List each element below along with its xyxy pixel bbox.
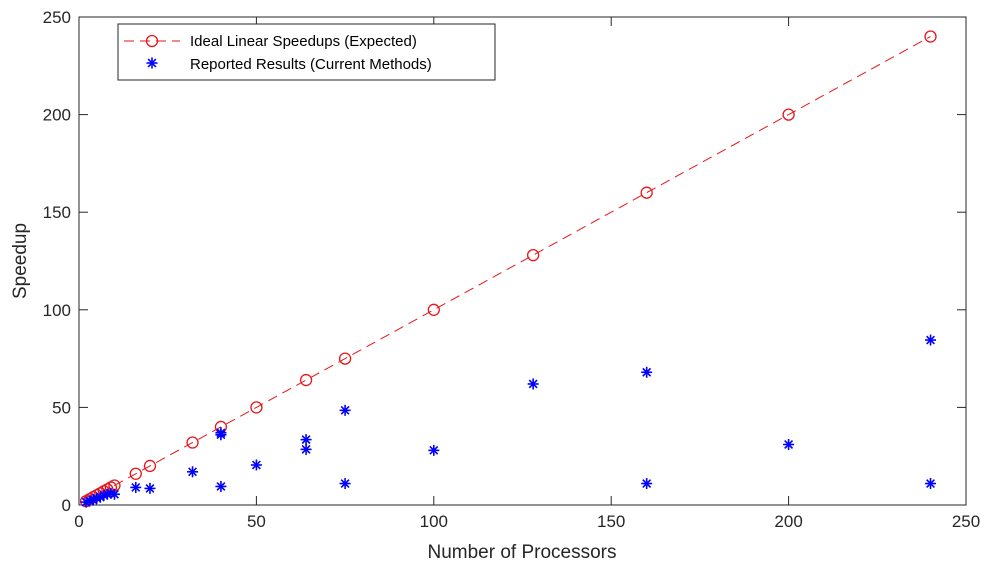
y-tick-label: 50 — [52, 398, 71, 417]
reported-point — [339, 404, 351, 416]
reported-point — [300, 434, 312, 446]
ideal-series-line — [85, 36, 931, 502]
reported-point — [250, 459, 262, 471]
reported-point — [339, 478, 351, 490]
reported-point — [130, 481, 142, 493]
ideal-point — [338, 352, 352, 365]
reported-point — [215, 427, 227, 439]
reported-point — [925, 478, 937, 490]
reported-point — [215, 480, 227, 492]
x-tick-label: 0 — [74, 512, 83, 531]
legend-reported-marker — [146, 57, 158, 69]
ideal-point — [526, 248, 540, 262]
ideal-point — [924, 30, 937, 43]
legend: Ideal Linear Speedups (Expected) Reporte… — [117, 23, 496, 81]
reported-point — [300, 443, 312, 455]
legend-reported-star — [146, 57, 158, 69]
reported-point — [187, 466, 199, 478]
y-tick-label: 0 — [62, 496, 71, 515]
ideal-point — [782, 108, 795, 121]
ideal-point — [427, 303, 440, 316]
ideal-point — [250, 401, 263, 414]
reported-point — [783, 438, 795, 450]
ideal-point — [129, 467, 142, 480]
reported-point — [428, 444, 440, 456]
x-axis-title: Number of Processors — [427, 542, 616, 563]
ideal-point — [640, 186, 653, 199]
ideal-point — [186, 436, 199, 449]
legend-box — [117, 23, 496, 81]
ideal-point — [143, 459, 157, 473]
x-tick-label: 200 — [774, 512, 802, 531]
x-tick-label: 50 — [247, 512, 266, 531]
x-tick-label: 100 — [420, 512, 448, 531]
legend-ideal-label: Ideal Linear Speedups (Expected) — [190, 33, 417, 50]
y-tick-label: 150 — [43, 203, 71, 222]
reported-point — [641, 366, 653, 378]
legend-reported-label: Reported Results (Current Methods) — [190, 56, 432, 73]
reported-point — [925, 334, 937, 346]
reported-point — [144, 482, 156, 494]
y-tick-label: 200 — [43, 106, 71, 125]
reported-point — [108, 488, 120, 500]
x-tick-label: 250 — [952, 512, 980, 531]
ideal-point — [299, 373, 313, 387]
legend-ideal-marker — [145, 34, 159, 48]
reported-point — [527, 378, 539, 390]
y-tick-label: 250 — [43, 8, 71, 27]
y-axis-title: Speedup — [10, 223, 31, 299]
x-tick-label: 150 — [597, 512, 625, 531]
y-tick-label: 100 — [43, 301, 71, 320]
reported-point — [641, 478, 653, 490]
